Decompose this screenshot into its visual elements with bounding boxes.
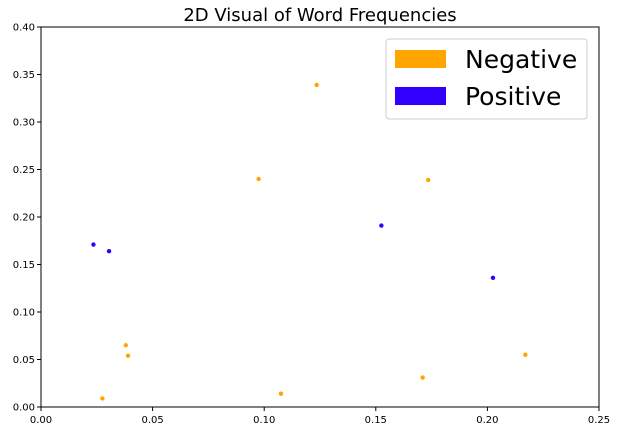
point-negative (278, 391, 284, 396)
legend-swatch-negative (395, 50, 446, 68)
x-tick-label: 0.10 (253, 415, 275, 426)
y-tick-label: 0.15 (13, 260, 35, 271)
point-negative (523, 352, 528, 357)
legend-label-negative: Negative (465, 45, 577, 74)
y-tick-label: 0.20 (13, 213, 35, 224)
point-negative (314, 82, 319, 88)
legend-swatch-positive (395, 87, 446, 105)
y-tick-label: 0.00 (13, 403, 35, 414)
y-tick-label: 0.10 (13, 308, 35, 319)
y-tick-label: 0.05 (13, 355, 35, 366)
x-tick-label: 0.05 (141, 415, 163, 426)
point-positive (379, 223, 384, 228)
x-tick-label: 0.25 (588, 415, 610, 426)
legend: Negative Positive (385, 38, 588, 120)
y-axis: 0.00 0.05 0.10 0.15 0.20 0.25 0.30 0.35 0.40 (13, 23, 41, 414)
x-tick-label: 0.15 (365, 415, 387, 426)
y-tick-label: 0.30 (13, 118, 35, 129)
y-tick-label: 0.35 (13, 70, 35, 81)
point-negative (256, 176, 261, 182)
point-positive (106, 249, 112, 254)
legend-label-positive: Positive (465, 82, 561, 111)
chart-title: 2D Visual of Word Frequencies (183, 5, 456, 26)
data-points (91, 82, 528, 401)
x-axis: 0.00 0.05 0.10 0.15 0.20 0.25 (30, 407, 610, 426)
plot-frame (40, 26, 600, 408)
point-negative (125, 353, 131, 358)
point-negative (123, 343, 129, 348)
x-tick-label: 0.20 (476, 415, 498, 426)
y-tick-label: 0.25 (13, 165, 35, 176)
point-negative (426, 177, 431, 183)
point-positive (91, 242, 96, 247)
point-positive (490, 275, 496, 280)
point-negative (100, 396, 105, 401)
y-tick-label: 0.40 (13, 23, 35, 34)
point-negative (420, 375, 425, 380)
x-tick-label: 0.00 (30, 415, 52, 426)
